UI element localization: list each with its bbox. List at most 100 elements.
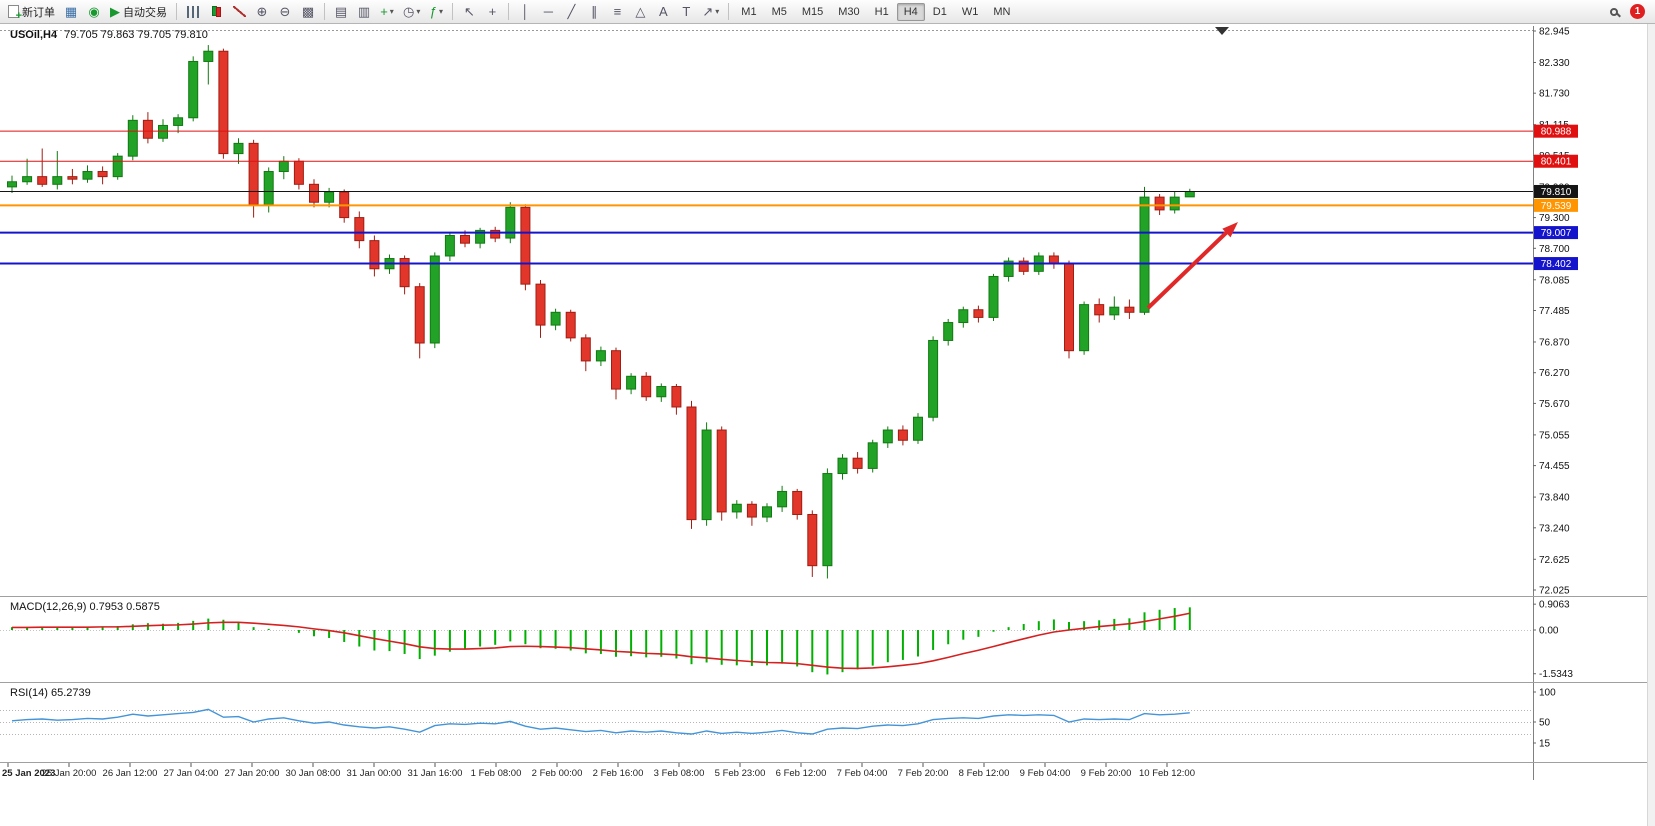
candle [1079, 304, 1090, 352]
time-axis-label: 9 Feb 04:00 [1020, 768, 1071, 779]
timeframe-h1-button[interactable]: H1 [874, 5, 889, 18]
macd-axis-label: -1.5343 [1539, 669, 1573, 680]
periods-button[interactable]: ◷ ▾ [399, 2, 424, 22]
candle [535, 283, 546, 326]
timeframe-m30-button[interactable]: M30 [838, 5, 860, 18]
timeframe-w1-button[interactable]: W1 [961, 5, 979, 18]
macd-signal-line [12, 612, 1190, 670]
new-chart-button[interactable]: + ▾ [376, 2, 398, 22]
crosshair-button[interactable]: + [481, 2, 503, 22]
price-chart-svg[interactable]: 82.94582.33081.73081.11580.51579.90079.3… [0, 24, 1655, 782]
price-axis-label: 79.300 [1539, 213, 1570, 224]
toolbar-separator [508, 3, 510, 20]
tile-windows-button[interactable]: ▩ [297, 2, 319, 22]
candle [671, 386, 682, 408]
price-badge-label: 79.007 [1541, 228, 1572, 239]
auto-trading-button[interactable]: ▶ 自动交易 [106, 2, 171, 22]
candle [626, 375, 637, 390]
price-axis-label: 72.625 [1539, 555, 1570, 566]
tile-windows-icon: ▩ [301, 4, 315, 19]
trendline-icon: ╱ [567, 4, 576, 19]
candle [248, 142, 259, 206]
vertical-line-button[interactable]: │ [514, 2, 536, 22]
fibonacci-button[interactable]: ≡ [606, 2, 628, 22]
candle [158, 124, 168, 139]
rsi-axis-label: 50 [1539, 718, 1551, 729]
price-axis-label: 75.670 [1539, 399, 1570, 410]
chart-shift-button[interactable]: ▥ [353, 2, 375, 22]
candle [67, 176, 78, 180]
trend-arrow[interactable] [1146, 229, 1230, 310]
channel-button[interactable]: ∥ [583, 2, 605, 22]
candle [218, 50, 229, 155]
price-badge [1534, 124, 1578, 138]
cursor-button[interactable]: ↖ [458, 2, 480, 22]
horizontal-line-button[interactable]: ─ [537, 2, 559, 22]
candle [580, 337, 591, 362]
price-badge [1534, 198, 1578, 212]
price-axis-label: 82.945 [1539, 27, 1570, 38]
candle [958, 309, 969, 324]
market-watch-button[interactable]: ◉ [83, 2, 105, 22]
time-axis-label: 10 Feb 12:00 [1139, 768, 1195, 779]
price-badge-label: 78.402 [1541, 259, 1572, 270]
horizontal-line-icon: ─ [543, 4, 553, 19]
toolbar-separator [176, 3, 177, 20]
label-button[interactable]: T [675, 2, 697, 22]
new-order-button[interactable]: 新订单 [4, 2, 59, 22]
chart-windows-button[interactable]: ▦ [60, 2, 82, 22]
candle [142, 119, 153, 139]
price-axis-label: 72.025 [1539, 586, 1570, 597]
channel-icon: ∥ [591, 4, 598, 19]
price-badge [1534, 226, 1578, 240]
candle [127, 119, 138, 157]
macd-axis-label: 0.9063 [1539, 600, 1570, 611]
price-badge-label: 79.810 [1541, 187, 1572, 198]
candle [1109, 306, 1120, 316]
line-chart-icon [232, 6, 246, 17]
search-button[interactable] [1603, 2, 1625, 22]
price-badge [1534, 154, 1578, 168]
timeframe-d1-button[interactable]: D1 [932, 5, 947, 18]
zoom-out-icon: ⊖ [279, 4, 291, 19]
time-axis-label: 27 Jan 04:00 [164, 768, 219, 779]
candle [475, 229, 486, 244]
chart-shift-marker-icon[interactable] [1215, 27, 1229, 35]
candle [882, 429, 893, 444]
candle [973, 309, 984, 318]
timeframe-m1-button[interactable]: M1 [741, 5, 757, 18]
zoom-out-button[interactable]: ⊖ [274, 2, 296, 22]
candle [460, 235, 470, 244]
text-button[interactable]: A [652, 2, 674, 22]
shapes-button[interactable]: △ [629, 2, 651, 22]
candle [611, 350, 621, 390]
candle [1048, 255, 1059, 265]
candle [641, 375, 652, 398]
market-watch-icon: ◉ [88, 4, 100, 19]
zoom-in-button[interactable]: ⊕ [251, 2, 273, 22]
chart-window[interactable]: 82.94582.33081.73081.11580.51579.90079.3… [0, 24, 1655, 826]
candle [505, 206, 516, 239]
candle [429, 255, 440, 344]
notification-badge[interactable]: 1 [1630, 4, 1645, 19]
search-icon [1610, 7, 1618, 16]
toolbar-separator [728, 3, 730, 20]
line-chart-button[interactable] [228, 2, 250, 22]
candle [354, 217, 365, 242]
bar-chart-button[interactable] [182, 2, 204, 22]
candle [928, 339, 939, 418]
auto-scroll-button[interactable]: ▤ [330, 2, 352, 22]
candlestick-chart-button[interactable] [205, 2, 227, 22]
timeframe-h4-button[interactable]: H4 [896, 2, 925, 21]
price-axis-label: 82.330 [1539, 58, 1570, 69]
timeframe-mn-button[interactable]: MN [993, 5, 1011, 18]
trendline-button[interactable]: ╱ [560, 2, 582, 22]
arrows-button[interactable]: ↗ ▾ [698, 2, 723, 22]
bar-chart-icon [187, 5, 199, 18]
timeframe-m15-button[interactable]: M15 [801, 5, 824, 18]
trend-arrow-head[interactable] [1222, 222, 1238, 238]
vertical-scrollbar[interactable] [1647, 24, 1655, 826]
timeframe-m5-button[interactable]: M5 [771, 5, 787, 18]
indicators-button[interactable]: ƒ ▾ [425, 2, 447, 22]
price-badge-label: 80.988 [1541, 127, 1572, 138]
